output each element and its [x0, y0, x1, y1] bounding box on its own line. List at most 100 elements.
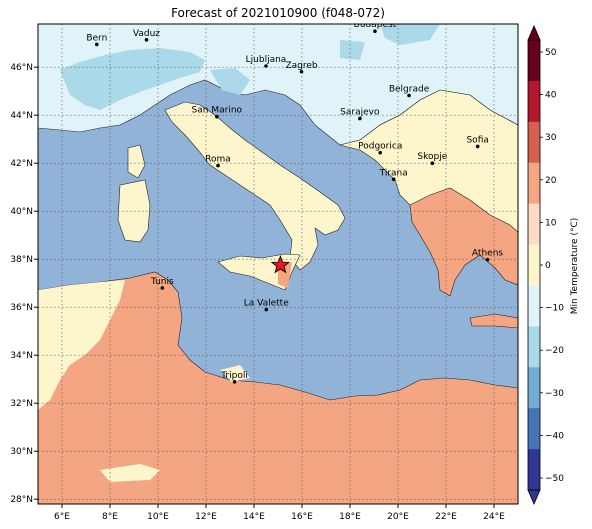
city-dot: [95, 42, 99, 47]
colorbar-tick-label: −10: [545, 304, 564, 314]
africa-cool-2: [100, 464, 160, 482]
city-label: San Marino: [192, 106, 243, 116]
lon-tick-label: 20°E: [387, 512, 409, 522]
corsica: [127, 144, 146, 179]
colorbar-tick-label: −50: [545, 474, 564, 484]
location-star-marker: [270, 255, 291, 274]
city-dot: [475, 144, 480, 149]
north-africa: [38, 271, 518, 504]
city-dot: [144, 38, 149, 42]
city-dot: [160, 286, 165, 290]
lon-tick-label: 10°E: [147, 512, 169, 522]
lon-tick-label: 24°E: [483, 512, 505, 522]
city-label: Bern: [86, 33, 107, 43]
colorbar-segment: [528, 203, 540, 245]
land-blue-4: [340, 40, 365, 60]
colorbar-tick-label: 50: [545, 48, 557, 58]
map-title: Forecast of 2021010900 (f048-072): [171, 6, 385, 20]
colorbar-tick-label: 10: [545, 218, 557, 228]
lat-tick-label: 28°N: [10, 495, 33, 505]
lat-tick-label: 36°N: [10, 303, 33, 313]
city-dot: [373, 29, 377, 33]
lon-tick-label: 18°E: [339, 512, 361, 522]
city-label: Belgrade: [389, 85, 430, 95]
lat-tick-label: 44°N: [10, 111, 33, 121]
lon-tick-label: 12°E: [195, 512, 217, 522]
colorbar-tick-label: −30: [545, 389, 564, 399]
colorbar-tick-label: −20: [545, 346, 564, 356]
colorbar-extend-bottom: [527, 489, 541, 506]
colorbar-segment: [528, 285, 540, 327]
city-dot: [299, 69, 304, 74]
colorbar-segment: [528, 408, 540, 450]
lat-tick-label: 32°N: [10, 399, 33, 409]
africa-cool-3: [220, 365, 250, 382]
colorbar-segment: [528, 121, 540, 164]
lat-tick-label: 34°N: [10, 351, 33, 361]
city-label: Sofia: [466, 135, 488, 145]
city-label: Podgorica: [358, 142, 402, 152]
city-label: Tunis: [150, 277, 174, 287]
lon-tick-label: 22°E: [435, 512, 457, 522]
city-dot: [407, 93, 411, 98]
city-dot: [378, 150, 383, 155]
colorbar-tick-label: 0: [545, 261, 551, 271]
lon-tick-label: 14°E: [243, 512, 265, 522]
lat-tick-label: 40°N: [10, 207, 33, 217]
city-dot: [216, 163, 220, 168]
colorbar-segment: [528, 162, 540, 204]
lat-tick-label: 38°N: [10, 255, 33, 265]
colorbar-segment: [528, 367, 540, 409]
city-label: La Valette: [244, 299, 289, 309]
colorbar-segment: [528, 80, 540, 123]
colorbar-tick-label: 20: [545, 176, 557, 186]
map-frame: [37, 23, 519, 505]
marker-layer: [270, 255, 291, 274]
colorbar-tick-label: 30: [545, 133, 557, 143]
colorbar-segment: [528, 40, 540, 82]
land-alps-blue-2: [210, 68, 250, 95]
city-label: Tirana: [379, 168, 408, 178]
city-label: Zagreb: [285, 61, 317, 71]
land-alps-blue: [60, 48, 205, 110]
lat-tick-label: 46°N: [10, 63, 33, 73]
colorbar-segment: [528, 244, 540, 286]
city-dot: [232, 380, 237, 384]
city-label: Vaduz: [133, 29, 160, 39]
city-dot: [264, 64, 268, 68]
colorbar-tick-label: −40: [545, 431, 564, 441]
colorbar-extend-top: [527, 24, 541, 41]
colorbar-label: Min Temperature (°C): [570, 218, 580, 315]
city-dot: [215, 114, 219, 119]
italy: [164, 101, 346, 271]
city-dot: [391, 177, 396, 182]
colorbar-segment: [528, 449, 540, 491]
city-label: Ljubljana: [246, 55, 287, 65]
city-label: Budapest: [354, 20, 397, 30]
lon-tick-label: 6°E: [54, 512, 70, 522]
city-label: Athens: [472, 249, 503, 259]
lon-tick-label: 16°E: [291, 512, 313, 522]
graticule: [38, 24, 518, 504]
land-blue-3: [380, 24, 440, 45]
colorbar: 50 40 30 20 10 0 −10 −20 −30 −40 −50: [527, 24, 564, 506]
greece-warm: [409, 187, 518, 297]
city-label: Roma: [205, 155, 231, 165]
city-dot: [485, 257, 490, 262]
city-label: Sarajevo: [340, 108, 380, 118]
city-label: Skopje: [417, 152, 447, 162]
lon-tick-label: 8°E: [102, 512, 118, 522]
lon-axis: 6°E 8°E 10°E 12°E 14°E 16°E 18°E 20°E 22°E 24°E: [54, 504, 505, 522]
lat-tick-label: 30°N: [10, 447, 33, 457]
colorbar-segment: [528, 326, 540, 368]
lat-tick-label: 42°N: [10, 159, 33, 169]
africa-cool-1: [38, 280, 125, 410]
lat-axis: 46°N 44°N 42°N 40°N 38°N 36°N 34°N 32°N 30°N 28°N: [10, 63, 38, 505]
city-dot: [358, 116, 362, 121]
colorbar-tick-label: 40: [545, 91, 557, 101]
city-label: Tripoli: [220, 371, 248, 381]
city-dot: [430, 161, 435, 165]
